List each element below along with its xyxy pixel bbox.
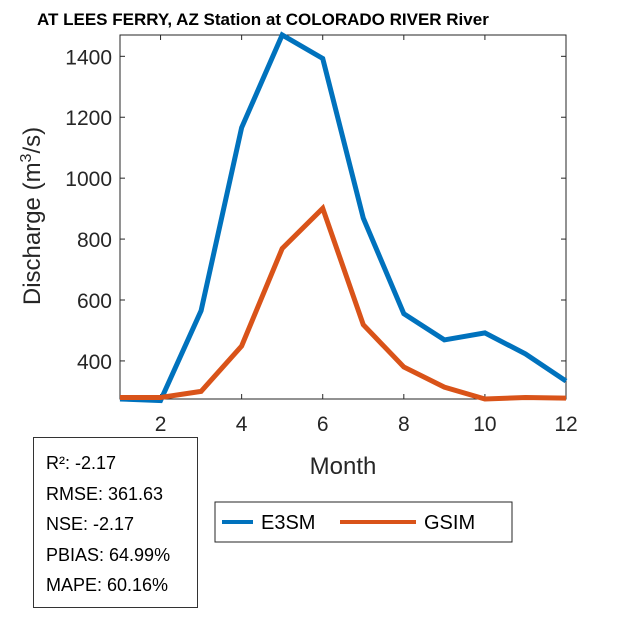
legend-label-gsim: GSIM: [424, 512, 475, 534]
x-tick-label: 2: [155, 413, 167, 436]
y-tick-label: 600: [77, 290, 112, 313]
stat-nse: NSE: -2.17: [46, 514, 135, 534]
y-tick-label: 1200: [65, 107, 112, 130]
x-axis-label: Month: [310, 453, 377, 480]
legend: E3SM GSIM: [214, 501, 513, 543]
y-tick-label: 800: [77, 229, 112, 252]
y-tick-label: 400: [77, 351, 112, 374]
stats-box: R²: -2.17 RMSE: 361.63 NSE: -2.17 PBIAS:…: [33, 437, 198, 608]
x-tick-label: 8: [398, 413, 410, 436]
y-axis-label: Discharge (m3/s): [18, 127, 46, 305]
x-tick-label: 4: [236, 413, 248, 436]
legend-label-e3sm: E3SM: [261, 512, 315, 534]
series-line-e3sm: [119, 31, 568, 404]
stat-pbias: PBIAS: 64.99%: [46, 544, 171, 565]
series-line-gsim: [120, 203, 567, 402]
y-tick-label: 1400: [65, 46, 112, 69]
x-tick-label: 10: [473, 413, 496, 436]
stat-r2: R²: -2.17: [46, 453, 117, 473]
stat-rmse: RMSE: 361.63: [46, 483, 164, 504]
x-tick-label: 12: [554, 413, 577, 436]
y-tick-label: 1000: [65, 168, 112, 191]
x-tick-label: 6: [317, 413, 329, 436]
chart-title: AT LEES FERRY, AZ Station at COLORADO RI…: [37, 10, 489, 29]
stat-mape: MAPE: 60.16%: [46, 575, 169, 595]
